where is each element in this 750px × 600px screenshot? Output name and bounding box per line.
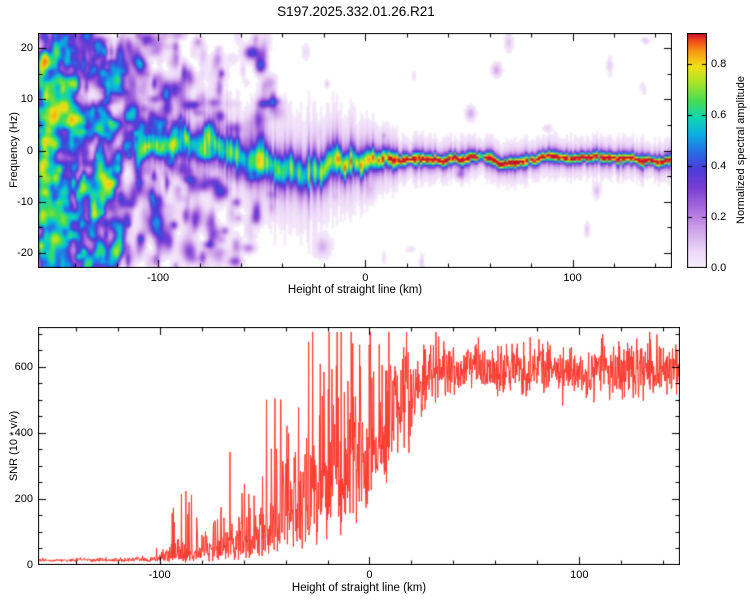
colorbar-tick-label: 0.8 — [711, 58, 727, 70]
spectrogram-x-tick-label: -100 — [147, 272, 170, 284]
spectrogram-y-tick-label: -20 — [17, 246, 33, 259]
colorbar-tick-label: 0.6 — [711, 109, 727, 121]
colorbar-label: Normalized spectral amplitude — [735, 76, 747, 224]
snr-x-tick-label: 0 — [366, 569, 373, 581]
spectrogram-plot — [38, 33, 672, 268]
spectrogram-y-axis-label: Frequency (Hz) — [8, 112, 20, 188]
chart-title: S197.2025.332.01.26.R21 — [277, 4, 435, 19]
snr-plot — [38, 327, 680, 565]
snr-x-tick-label: 100 — [570, 569, 589, 581]
spectrogram-x-axis-label: Height of straight line (km) — [287, 284, 423, 296]
spectrogram-y-tick-label: -10 — [17, 195, 33, 208]
spectrogram-y-tick-label: 0 — [26, 144, 33, 157]
colorbar-tick-label: 0.2 — [711, 211, 727, 223]
snr-y-tick-label: 400 — [14, 426, 33, 439]
snr-x-axis-label: Height of straight line (km) — [291, 582, 427, 594]
colorbar-tick-label: 0.0 — [711, 262, 727, 274]
snr-y-tick-label: 0 — [26, 559, 33, 571]
colorbar — [687, 33, 707, 268]
snr-y-tick-label: 200 — [14, 492, 33, 505]
snr-y-tick-label: 600 — [14, 360, 33, 373]
spectrogram-y-tick-label: 20 — [20, 42, 33, 55]
spectrogram-x-tick-label: 0 — [362, 272, 369, 284]
spectrogram-x-tick-label: 100 — [563, 272, 582, 284]
spectrogram-y-tick-label: 10 — [20, 93, 33, 106]
snr-y-axis-label: SNR (10 * v/v) — [8, 410, 20, 482]
colorbar-tick-label: 0.4 — [711, 160, 727, 172]
snr-x-tick-label: -100 — [148, 569, 171, 581]
